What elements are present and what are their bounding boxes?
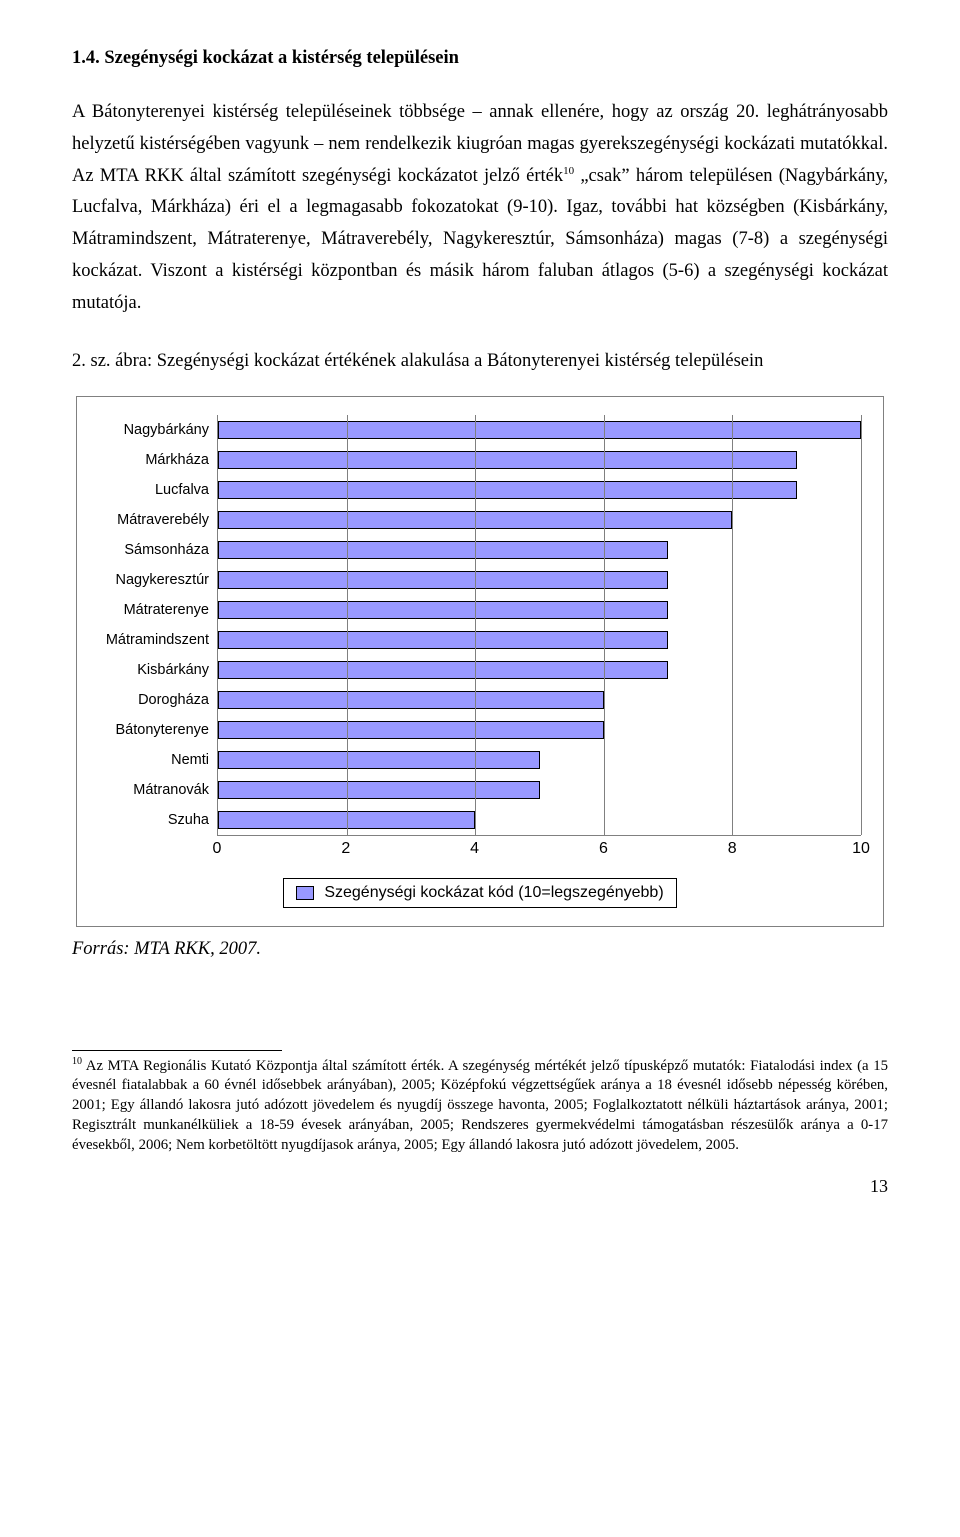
legend-swatch: [296, 886, 314, 900]
bar: [218, 541, 668, 559]
y-axis-label: Mátramindszent: [99, 625, 209, 655]
grid-line: [347, 415, 348, 835]
bar: [218, 631, 668, 649]
y-axis-labels: NagybárkányMárkházaLucfalvaMátraverebély…: [99, 415, 217, 836]
bar-row: [218, 445, 861, 475]
bar-row: [218, 715, 861, 745]
bar: [218, 721, 604, 739]
bar-row: [218, 685, 861, 715]
x-tick-label: 4: [470, 840, 479, 858]
bar-row: [218, 745, 861, 775]
bar-row: [218, 625, 861, 655]
bar-row: [218, 805, 861, 835]
bar-row: [218, 535, 861, 565]
bar-row: [218, 415, 861, 445]
grid-line: [475, 415, 476, 835]
y-axis-label: Márkháza: [99, 445, 209, 475]
chart-area: NagybárkányMárkházaLucfalvaMátraverebély…: [99, 415, 861, 836]
y-axis-label: Szuha: [99, 805, 209, 835]
x-axis: 0246810: [217, 836, 861, 864]
x-tick-label: 8: [728, 840, 737, 858]
y-axis-label: Bátonyterenye: [99, 715, 209, 745]
y-axis-label: Nagybárkány: [99, 415, 209, 445]
plot-area: [217, 415, 861, 836]
body-paragraph: A Bátonyterenyei kistérség településeine…: [72, 97, 888, 320]
bar-row: [218, 565, 861, 595]
y-axis-label: Mátranovák: [99, 775, 209, 805]
legend-label: Szegénységi kockázat kód (10=legszegénye…: [324, 884, 663, 902]
y-axis-label: Nagykeresztúr: [99, 565, 209, 595]
grid-line: [861, 415, 862, 835]
bar: [218, 451, 797, 469]
grid-line: [604, 415, 605, 835]
section-heading: 1.4. Szegénységi kockázat a kistérség te…: [72, 48, 888, 69]
bar-row: [218, 595, 861, 625]
bar: [218, 481, 797, 499]
bar: [218, 421, 861, 439]
figure-caption: 2. sz. ábra: Szegénységi kockázat értéké…: [72, 346, 888, 378]
bar: [218, 661, 668, 679]
grid-line: [732, 415, 733, 835]
y-axis-label: Lucfalva: [99, 475, 209, 505]
footnote-text: Az MTA Regionális Kutató Központja által…: [72, 1057, 888, 1153]
bar-row: [218, 775, 861, 805]
y-axis-label: Mátraterenye: [99, 595, 209, 625]
footnote-ref: 10: [563, 164, 574, 176]
bar: [218, 691, 604, 709]
paragraph-part-2: „csak” három településen (Nagybárkány, L…: [72, 166, 888, 313]
bar-row: [218, 475, 861, 505]
bar: [218, 751, 540, 769]
x-tick-label: 10: [852, 840, 870, 858]
bar: [218, 781, 540, 799]
chart-container: NagybárkányMárkházaLucfalvaMátraverebély…: [76, 396, 884, 927]
y-axis-label: Nemti: [99, 745, 209, 775]
footnote-number: 10: [72, 1056, 82, 1067]
x-tick-label: 6: [599, 840, 608, 858]
source-citation: Forrás: MTA RKK, 2007.: [72, 939, 888, 960]
footnote: 10 Az MTA Regionális Kutató Központja ál…: [72, 1055, 888, 1157]
x-tick-label: 2: [341, 840, 350, 858]
footnote-rule: [72, 1050, 282, 1051]
bars-group: [218, 415, 861, 835]
bar: [218, 571, 668, 589]
y-axis-label: Sámsonháza: [99, 535, 209, 565]
legend: Szegénységi kockázat kód (10=legszegénye…: [283, 878, 676, 908]
bar: [218, 601, 668, 619]
y-axis-label: Kisbárkány: [99, 655, 209, 685]
y-axis-label: Dorogháza: [99, 685, 209, 715]
x-tick-label: 0: [213, 840, 222, 858]
legend-wrap: Szegénységi kockázat kód (10=legszegénye…: [99, 864, 861, 912]
bar-row: [218, 655, 861, 685]
page-number: 13: [72, 1176, 888, 1197]
bar-row: [218, 505, 861, 535]
y-axis-label: Mátraverebély: [99, 505, 209, 535]
